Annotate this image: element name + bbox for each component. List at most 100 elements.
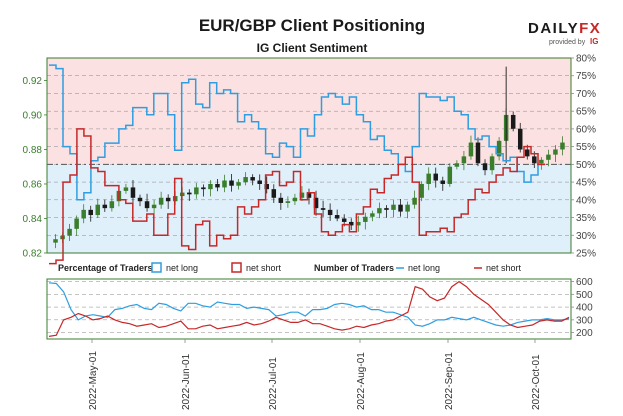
legend-pct-short-label: net short: [246, 263, 282, 273]
percent-tick-label: 35%: [576, 213, 596, 224]
candle-body: [257, 180, 262, 184]
candle-body: [426, 173, 431, 184]
price-tick-label: 0.92: [23, 76, 43, 87]
percent-axis: 80% 75% 70% 65% 60% 55% 50% 45% 40% 35% 30% 25%: [571, 54, 596, 260]
candle-body: [320, 208, 326, 210]
percent-tick-label: 75%: [576, 71, 596, 82]
percent-tick-label: 50%: [576, 160, 596, 171]
date-axis: 2022-May-01 2022-Jun-01 2022-Jul-01 2022-Au…: [88, 339, 542, 410]
candle-body: [67, 228, 72, 236]
percent-tick-label: 70%: [576, 89, 596, 100]
candle-body: [363, 216, 368, 222]
candle-body: [151, 204, 157, 209]
candle-body: [208, 183, 213, 190]
lower-panel-background: [47, 279, 571, 339]
percent-tick-label: 25%: [576, 249, 596, 260]
candle-body: [398, 204, 403, 212]
percent-tick-label: 40%: [576, 195, 596, 206]
percent-tick-label: 60%: [576, 124, 596, 135]
candle-body: [525, 149, 530, 157]
candle-body: [194, 187, 199, 195]
date-tick-label: 2022-Oct-01: [531, 354, 542, 410]
svg-text:IG: IG: [590, 37, 598, 46]
legend-num-title: Number of Traders: [314, 263, 394, 273]
candle-body: [187, 192, 192, 195]
date-tick-label: 2022-Sep-01: [444, 352, 455, 410]
candle-body: [532, 156, 537, 164]
count-tick-label: 500: [576, 290, 593, 301]
candle-body: [440, 180, 446, 184]
candle-body: [370, 213, 375, 217]
price-axis: 0.92 0.90 0.88 0.86 0.84 0.82: [23, 76, 47, 260]
candle-body: [496, 140, 502, 157]
pct-net-short-line: [49, 128, 545, 265]
percent-tick-label: 55%: [576, 142, 596, 153]
candle-body: [327, 209, 333, 216]
legend-num-long-label: net long: [408, 263, 440, 273]
candle-body: [489, 156, 495, 171]
net-long-zone: [47, 164, 571, 253]
count-tick-label: 600: [576, 277, 593, 288]
candle-body: [560, 142, 565, 150]
candle-body: [229, 180, 234, 186]
candle-body: [299, 192, 305, 198]
candle-body: [88, 209, 93, 216]
date-tick-label: 2022-Jul-01: [268, 357, 279, 410]
candle-body: [201, 187, 206, 190]
num-net-short-line: [48, 280, 570, 337]
candle-body: [271, 189, 277, 198]
candle-body: [447, 166, 453, 184]
candle-body: [517, 128, 523, 150]
candle-body: [510, 114, 516, 129]
candle-body: [222, 180, 227, 188]
percent-tick-label: 30%: [576, 231, 596, 242]
candle-body: [433, 173, 438, 181]
candle-body: [158, 197, 164, 205]
date-tick-label: 2022-Aug-01: [356, 352, 367, 410]
lower-panel-border: [46, 278, 572, 340]
candle-body: [405, 204, 410, 212]
candle-body: [391, 204, 396, 210]
candle-body: [348, 221, 354, 226]
candle-body: [137, 197, 143, 202]
main-panel-border: [46, 57, 572, 254]
candle-body: [236, 182, 241, 186]
candle-body: [165, 197, 171, 202]
price-sentiment-panel: 0.92 0.90 0.88 0.86 0.84 0.82 80% 75% 70% 65% 60%…: [23, 54, 596, 265]
svg-text:provided by: provided by: [549, 39, 586, 46]
candle-body: [292, 197, 298, 202]
candle-body: [250, 177, 255, 181]
legend-pct-long-swatch: [151, 262, 162, 273]
main-gridlines: [47, 57, 571, 254]
price-tick-label: 0.82: [23, 249, 43, 260]
legend-num-short-label: net short: [486, 263, 522, 273]
candle-body: [95, 204, 101, 216]
price-tick-label: 0.84: [23, 214, 43, 225]
candle-body: [384, 208, 389, 210]
candle-body: [553, 149, 558, 155]
legend-pct-short-swatch: [231, 262, 242, 273]
candle-body: [412, 197, 417, 205]
candle-body: [264, 183, 270, 190]
candle-body: [144, 201, 150, 209]
legend-pct-title: Percentage of Traders: [58, 263, 153, 273]
candle-body: [313, 197, 319, 209]
candle-body: [454, 163, 460, 167]
candle-body: [285, 201, 291, 203]
candle-body: [377, 208, 382, 214]
dailyfx-logo: DAILYFX provided by IG: [528, 20, 600, 46]
candle-body: [130, 187, 136, 198]
candle-body: [334, 215, 340, 219]
candle-body: [109, 201, 115, 209]
date-tick-label: 2022-May-01: [88, 351, 99, 410]
price-tick-label: 0.90: [23, 110, 43, 121]
price-tick-label: 0.88: [23, 145, 43, 156]
candle-body: [215, 183, 220, 188]
candle-body: [341, 218, 347, 222]
candle-body: [475, 142, 481, 164]
count-tick-label: 300: [576, 315, 593, 326]
candle-body: [546, 154, 551, 160]
